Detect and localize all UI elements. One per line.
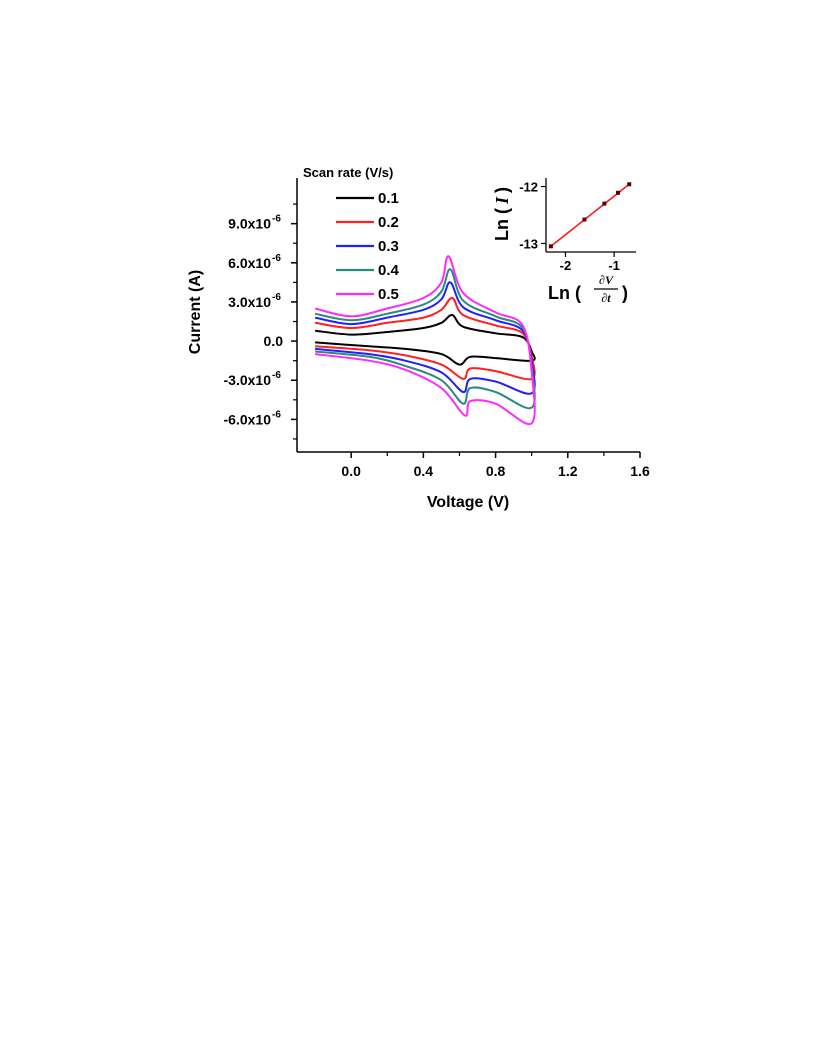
x-axis-title: Voltage (V) xyxy=(427,494,509,511)
inset-y-var: I xyxy=(492,196,512,205)
inset-data-point xyxy=(582,217,587,222)
y-tick-label: 0.0 xyxy=(264,333,284,349)
x-tick-label: 0.4 xyxy=(414,463,434,479)
y-tick-mantissa: 9.0x10 xyxy=(228,216,271,232)
figure-panel: 0.0 0.4 0.8 1.2 1.6 9.0x10 -6 6.0x10 -6 3.0x10 -6 0… xyxy=(160,160,656,528)
inset-x-tick-label: -2 xyxy=(560,258,572,273)
inset-y-suffix: ) xyxy=(492,187,512,193)
inset-x-prefix: Ln ( xyxy=(548,283,581,303)
legend-label: 0.4 xyxy=(378,262,400,279)
main-axes xyxy=(296,178,640,453)
x-tick-label: 0.0 xyxy=(341,463,361,479)
y-tick-exponent: -6 xyxy=(272,370,281,381)
inset-y-prefix: Ln ( xyxy=(492,208,512,241)
y-tick-exponent: -6 xyxy=(272,253,281,264)
cyclic-voltammetry-chart: 0.0 0.4 0.8 1.2 1.69.0x10 -66.0x10 -63.0x10 -60… xyxy=(187,165,650,511)
legend-title: Scan rate (V/s) xyxy=(303,165,393,180)
y-tick-label: 9.0x10 xyxy=(228,216,271,232)
series-0.5-curve xyxy=(314,255,536,426)
y-tick-exponent: -6 xyxy=(272,409,281,420)
inset-y-axis-title: Ln ( I) xyxy=(492,187,512,241)
inset-data-point xyxy=(548,244,553,249)
y-tick-label: -6.0x10 xyxy=(224,411,272,427)
inset-x-tick-label: -1 xyxy=(608,258,620,273)
inset-marks xyxy=(548,182,632,249)
series-0.3-curve xyxy=(314,281,536,395)
y-tick-label: 6.0x10 xyxy=(228,255,271,271)
y-tick-exponent: -6 xyxy=(272,214,281,225)
x-tick-label: 0.8 xyxy=(486,463,506,479)
y-tick-mantissa: 6.0x10 xyxy=(228,255,271,271)
y-tick-label: -3.0x10 xyxy=(224,372,272,388)
y-axis-title: Current (A) xyxy=(187,270,204,354)
inset-data-point xyxy=(602,201,607,206)
inset-y-tick-label: -12 xyxy=(519,180,538,195)
main-curves xyxy=(314,255,536,426)
inset-ticks: -2 -1 -12 -13 xyxy=(519,180,620,273)
inset-data-point xyxy=(616,190,620,195)
legend-label: 0.3 xyxy=(378,238,399,255)
inset-x-denominator: ∂t xyxy=(601,291,611,305)
legend-label: 0.1 xyxy=(378,190,399,207)
inset-y-tick-label: -13 xyxy=(519,236,538,251)
inset-data-point xyxy=(627,182,632,187)
legend: Scan rate (V/s) 0.1 0.2 0.3 0.4 0.5 xyxy=(303,165,400,303)
legend-label: 0.5 xyxy=(378,286,399,303)
y-tick-mantissa: 0.0 xyxy=(264,333,284,349)
inset-x-suffix: ) xyxy=(622,283,628,303)
y-tick-mantissa: -6.0x10 xyxy=(224,411,272,427)
x-tick-label: 1.2 xyxy=(558,463,578,479)
x-tick-label: 1.6 xyxy=(630,463,650,479)
main-ticks: 0.0 0.4 0.8 1.2 1.69.0x10 -66.0x10 -63.0x10 -60… xyxy=(224,203,650,479)
y-tick-mantissa: -3.0x10 xyxy=(224,372,272,388)
legend-label: 0.2 xyxy=(378,214,399,231)
y-tick-label: 3.0x10 xyxy=(228,294,271,310)
inset-x-numerator: ∂V xyxy=(599,273,614,287)
y-tick-exponent: -6 xyxy=(272,292,281,303)
inset-chart: -2 -1 -12 -13 Ln ( I) Ln ( ∂V ∂t ) xyxy=(492,178,636,305)
y-tick-mantissa: 3.0x10 xyxy=(228,294,271,310)
series-0.4-curve xyxy=(314,268,536,410)
